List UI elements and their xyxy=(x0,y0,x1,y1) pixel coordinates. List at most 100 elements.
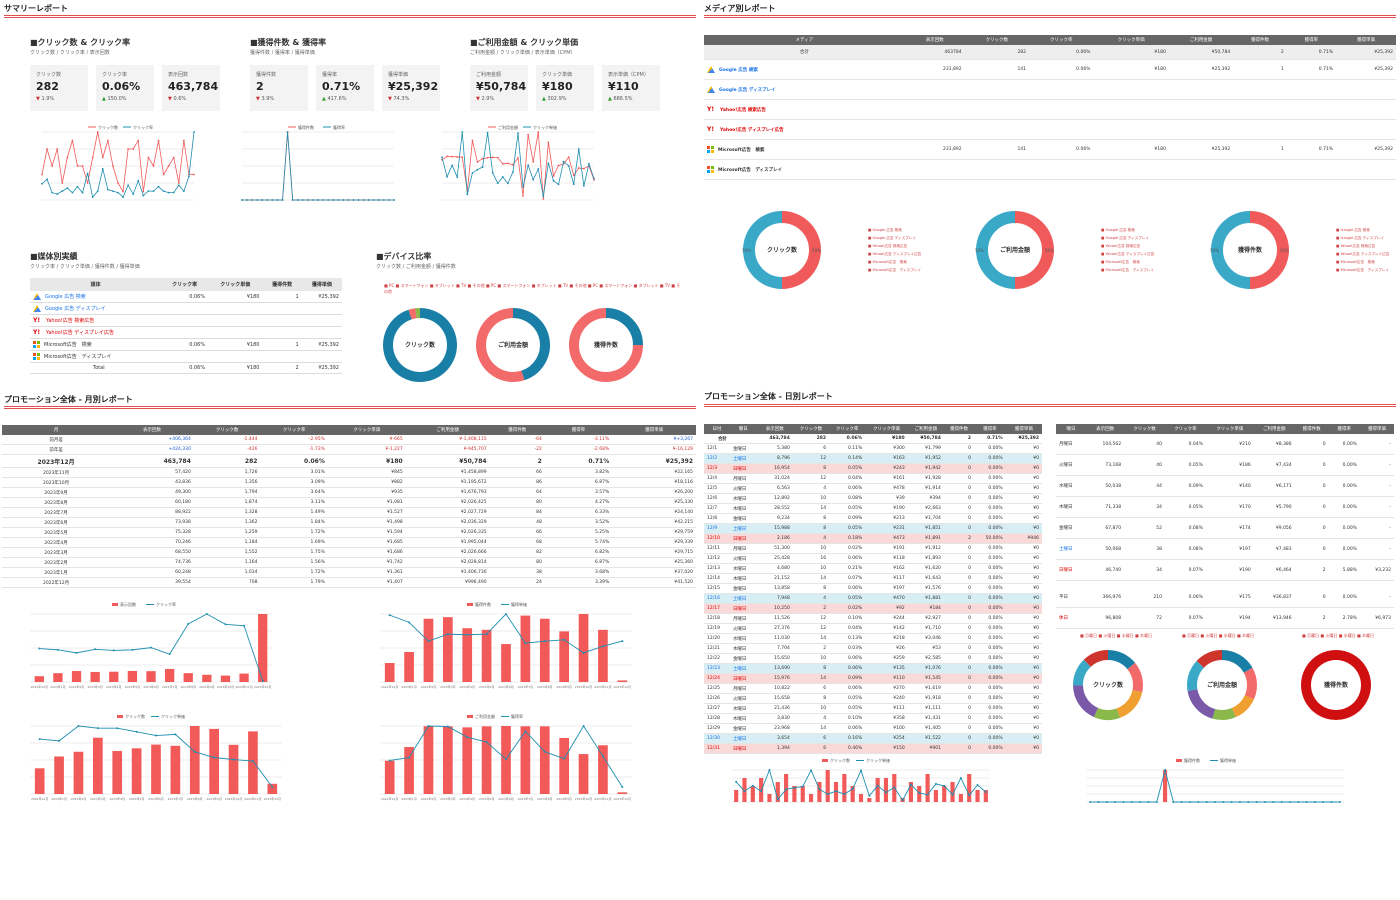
data-point xyxy=(481,157,484,160)
data-point xyxy=(246,199,248,201)
bar xyxy=(93,737,103,794)
table-cell: 15,658 xyxy=(756,693,793,704)
table-cell: 0 xyxy=(943,703,974,714)
table-row: 12/17 日曜日 10,250 2 0.02% ¥92 ¥184 0 0.00% ¥0 xyxy=(704,603,1042,614)
table-cell: ¥1,406,730 xyxy=(405,567,490,578)
table-cell: 0 xyxy=(1294,475,1329,497)
kpi-label: 獲得率 xyxy=(322,72,338,78)
table-cell: 日曜日 xyxy=(729,603,757,614)
bar xyxy=(384,663,395,682)
table-cell: 3.01% xyxy=(260,467,328,478)
media-name-cell: Microsoft広告 ディスプレイ xyxy=(30,350,162,363)
column-header: 表示回数 xyxy=(1086,424,1125,434)
table-row: 12/9 土曜日 15,988 8 0.05% ¥231 ¥1,851 0 0.00% ¥0 xyxy=(704,523,1042,534)
legend: クリック数 クリック単価 xyxy=(117,713,185,719)
table-cell: 12/5 xyxy=(704,483,730,494)
table-cell xyxy=(1168,159,1234,180)
table-row: 12/21 木曜日 7,704 2 0.03% ¥26 ¥53 0 0.00% ¥0 xyxy=(704,643,1042,654)
column-header: クリック率 xyxy=(1029,35,1094,45)
table-cell: ¥0 xyxy=(1005,743,1042,754)
kpi-change-value: 417.6% xyxy=(327,96,347,102)
data-point xyxy=(801,785,804,788)
table-cell: 6.87% xyxy=(544,557,613,568)
column-header: 月 xyxy=(2,425,111,435)
column-header: クリック単価 xyxy=(327,425,406,435)
table-cell: 0.05% xyxy=(829,693,866,704)
table-cell: 463,784 xyxy=(756,434,793,444)
data-point xyxy=(86,172,89,175)
tick-label: 2023年3月 xyxy=(440,684,456,689)
data-point xyxy=(137,139,140,142)
table-cell: ¥901 xyxy=(907,743,944,754)
donut-segment xyxy=(1073,685,1099,718)
table-cell: ¥110 xyxy=(865,673,908,684)
donut-segment xyxy=(976,211,1016,289)
table-cell: 0.06% xyxy=(1029,45,1094,60)
table-cell: +406,364 xyxy=(110,435,194,445)
yahoo-icon: Y! xyxy=(707,106,715,113)
media-name-cell: Y! Yahoo!広告 ディスプレイ広告 xyxy=(704,119,905,140)
data-point xyxy=(968,794,971,797)
table-cell: 2 xyxy=(262,362,302,374)
tick-label: 2023年10月 xyxy=(217,684,234,689)
table-cell: ¥18,116 xyxy=(612,477,696,488)
data-point xyxy=(172,191,175,194)
table-cell: 0.00% xyxy=(974,723,1006,734)
data-point xyxy=(505,758,507,761)
donut-segment xyxy=(1116,689,1143,718)
table-cell: 金曜日 xyxy=(1056,517,1087,539)
table-cell: 0.00% xyxy=(1328,496,1360,518)
table-row: 前月差 +406,364 -1,444 -2.95% ¥-665 ¥-1,408,115-… xyxy=(2,435,696,445)
table-cell: 火曜日 xyxy=(729,693,757,704)
table-cell: ¥244 xyxy=(865,613,908,624)
tick-label: 2023年12月 xyxy=(254,684,271,689)
table-cell: ¥478 xyxy=(865,483,908,494)
table-cell: ¥163 xyxy=(865,453,908,464)
bar xyxy=(202,674,212,682)
data-point xyxy=(427,725,430,727)
table-cell: 68,550 xyxy=(110,547,194,558)
data-point xyxy=(868,794,871,797)
data-point xyxy=(317,199,319,201)
table-cell: 1,874 xyxy=(193,497,261,508)
table-cell: ¥0 xyxy=(1005,513,1042,524)
data-point xyxy=(1147,801,1150,803)
media-results-table: 媒体 クリック率 クリック単価 獲得件数 獲得単価 Google 広告 検索 0.06% ¥1… xyxy=(30,278,342,374)
data-point xyxy=(976,783,979,786)
tick-label: 2023年10月 xyxy=(575,684,592,689)
kpi-value: 282 xyxy=(36,80,59,93)
data-point xyxy=(116,727,119,730)
donut-pct: 50% xyxy=(1210,248,1219,253)
table-cell: 1,394 xyxy=(756,743,793,754)
table-cell: ¥117 xyxy=(865,573,908,584)
table-cell: - xyxy=(1359,434,1394,455)
media-donuts: クリック数 50% 50% ■ Google 広告 検索 ■ Google 広告 ディス… xyxy=(704,205,1396,300)
tick-label: 2023年2月 xyxy=(69,684,85,689)
bar xyxy=(258,614,268,682)
table-cell: ¥1,527 xyxy=(327,507,406,518)
bar xyxy=(34,676,44,682)
table-cell xyxy=(1093,159,1169,180)
table-cell: 12 xyxy=(792,473,830,484)
table-row: Google 広告 検索 0.06% ¥180 1 ¥25,392 xyxy=(30,291,342,303)
data-point xyxy=(527,164,530,167)
tick-label: 2023年8月 xyxy=(537,684,553,689)
table-cell xyxy=(1233,159,1287,180)
donut-label: クリック数 xyxy=(767,246,798,254)
tick-label: 2023年4月 xyxy=(109,796,125,801)
bar xyxy=(617,792,628,794)
table-cell: 0 xyxy=(943,723,974,734)
table-cell: 49,300 xyxy=(110,487,194,498)
media-name-cell: Total xyxy=(30,362,162,374)
tick-label: 2023年7月 xyxy=(518,684,534,689)
tick-label: 2023年9月 xyxy=(556,684,572,689)
data-point xyxy=(388,759,391,762)
table-cell: 4,680 xyxy=(756,563,793,574)
table-row: Y! Yahoo!広告 ディスプレイ広告 xyxy=(30,326,342,339)
table-cell: ¥53 xyxy=(907,643,944,654)
table-cell: 0 xyxy=(943,443,974,454)
column-header: 獲得件数 xyxy=(262,278,302,291)
table-header-row: 月表示回数 クリック数 クリック率 クリック単価 ご利用金額 獲得件数 獲得率 獲得単価 xyxy=(2,425,696,435)
kpi-card: ご利用金額 ¥50,784 ▼ 2.9% xyxy=(470,65,528,111)
data-point xyxy=(112,649,115,652)
